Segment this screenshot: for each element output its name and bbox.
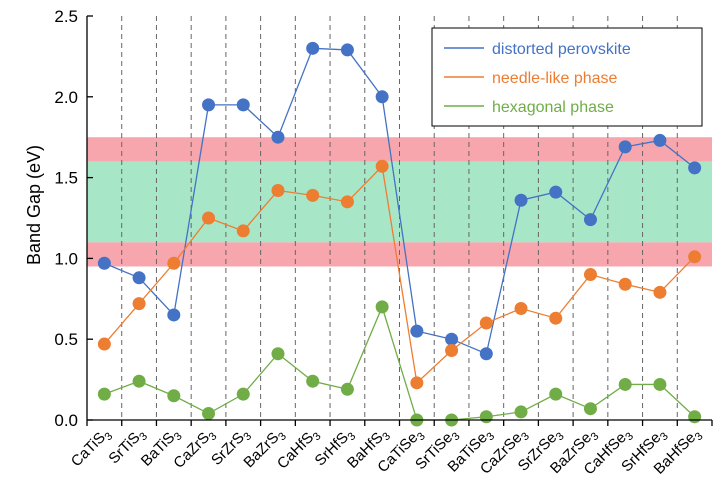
- data-point-0-9: [410, 325, 423, 338]
- data-point-0-11: [480, 347, 493, 360]
- data-point-0-17: [688, 161, 701, 174]
- data-point-0-13: [549, 186, 562, 199]
- data-point-2-3: [202, 407, 215, 420]
- y-axis-label: Band Gap (eV): [24, 145, 44, 265]
- data-point-2-15: [619, 378, 632, 391]
- y-tick-label-4: 2.0: [54, 88, 78, 107]
- legend-label-1: needle-like phase: [492, 70, 618, 87]
- data-point-1-10: [445, 344, 458, 357]
- data-point-2-5: [271, 347, 284, 360]
- data-point-2-11: [480, 410, 493, 423]
- data-point-2-7: [341, 383, 354, 396]
- data-point-2-13: [549, 388, 562, 401]
- data-point-1-1: [133, 297, 146, 310]
- data-point-2-4: [237, 388, 250, 401]
- data-point-1-2: [167, 257, 180, 270]
- data-point-1-15: [619, 278, 632, 291]
- y-tick-label-5: 2.5: [54, 7, 78, 26]
- data-point-0-12: [515, 194, 528, 207]
- legend: distorted perovskite needle-like phase hex…: [432, 28, 702, 126]
- data-point-1-4: [237, 224, 250, 237]
- data-point-2-1: [133, 375, 146, 388]
- data-point-0-15: [619, 140, 632, 153]
- y-tick-labels: 0.0 0.5 1.0 1.5 2.0 2.5: [54, 7, 78, 430]
- data-point-1-9: [410, 376, 423, 389]
- data-point-1-16: [653, 286, 666, 299]
- data-point-2-2: [167, 389, 180, 402]
- data-point-0-8: [376, 90, 389, 103]
- data-point-0-10: [445, 333, 458, 346]
- data-point-1-7: [341, 195, 354, 208]
- data-point-0-5: [271, 131, 284, 144]
- y-tick-label-2: 1.0: [54, 249, 78, 268]
- data-point-1-11: [480, 317, 493, 330]
- data-point-0-0: [98, 257, 111, 270]
- data-point-1-17: [688, 250, 701, 263]
- data-point-0-2: [167, 308, 180, 321]
- data-point-0-16: [653, 134, 666, 147]
- data-point-0-1: [133, 271, 146, 284]
- x-tick-label-0: CaTiS3: [68, 425, 116, 473]
- red-band-upper: [87, 137, 712, 161]
- legend-label-2: hexagonal phase: [492, 99, 614, 116]
- data-point-0-14: [584, 213, 597, 226]
- data-point-1-6: [306, 189, 319, 202]
- data-point-2-6: [306, 375, 319, 388]
- x-tick-labels: CaTiS3SrTiS3BaTiS3CaZrS3SrZrS3BaZrS3CaHf…: [68, 425, 706, 481]
- data-point-1-5: [271, 184, 284, 197]
- data-point-2-0: [98, 388, 111, 401]
- data-point-0-3: [202, 98, 215, 111]
- data-point-0-7: [341, 43, 354, 56]
- data-point-2-14: [584, 402, 597, 415]
- data-point-0-6: [306, 42, 319, 55]
- data-point-2-12: [515, 405, 528, 418]
- data-point-2-16: [653, 378, 666, 391]
- data-point-1-14: [584, 268, 597, 281]
- data-point-2-8: [376, 300, 389, 313]
- data-point-1-12: [515, 302, 528, 315]
- data-point-1-3: [202, 212, 215, 225]
- legend-label-0: distorted perovskite: [492, 41, 631, 58]
- data-point-1-0: [98, 338, 111, 351]
- data-point-0-4: [237, 98, 250, 111]
- data-point-1-8: [376, 160, 389, 173]
- y-tick-label-1: 0.5: [54, 330, 78, 349]
- y-tick-label-0: 0.0: [54, 411, 78, 430]
- y-tick-label-3: 1.5: [54, 169, 78, 188]
- data-point-2-17: [688, 410, 701, 423]
- data-point-1-13: [549, 312, 562, 325]
- bands-layer: [87, 137, 712, 266]
